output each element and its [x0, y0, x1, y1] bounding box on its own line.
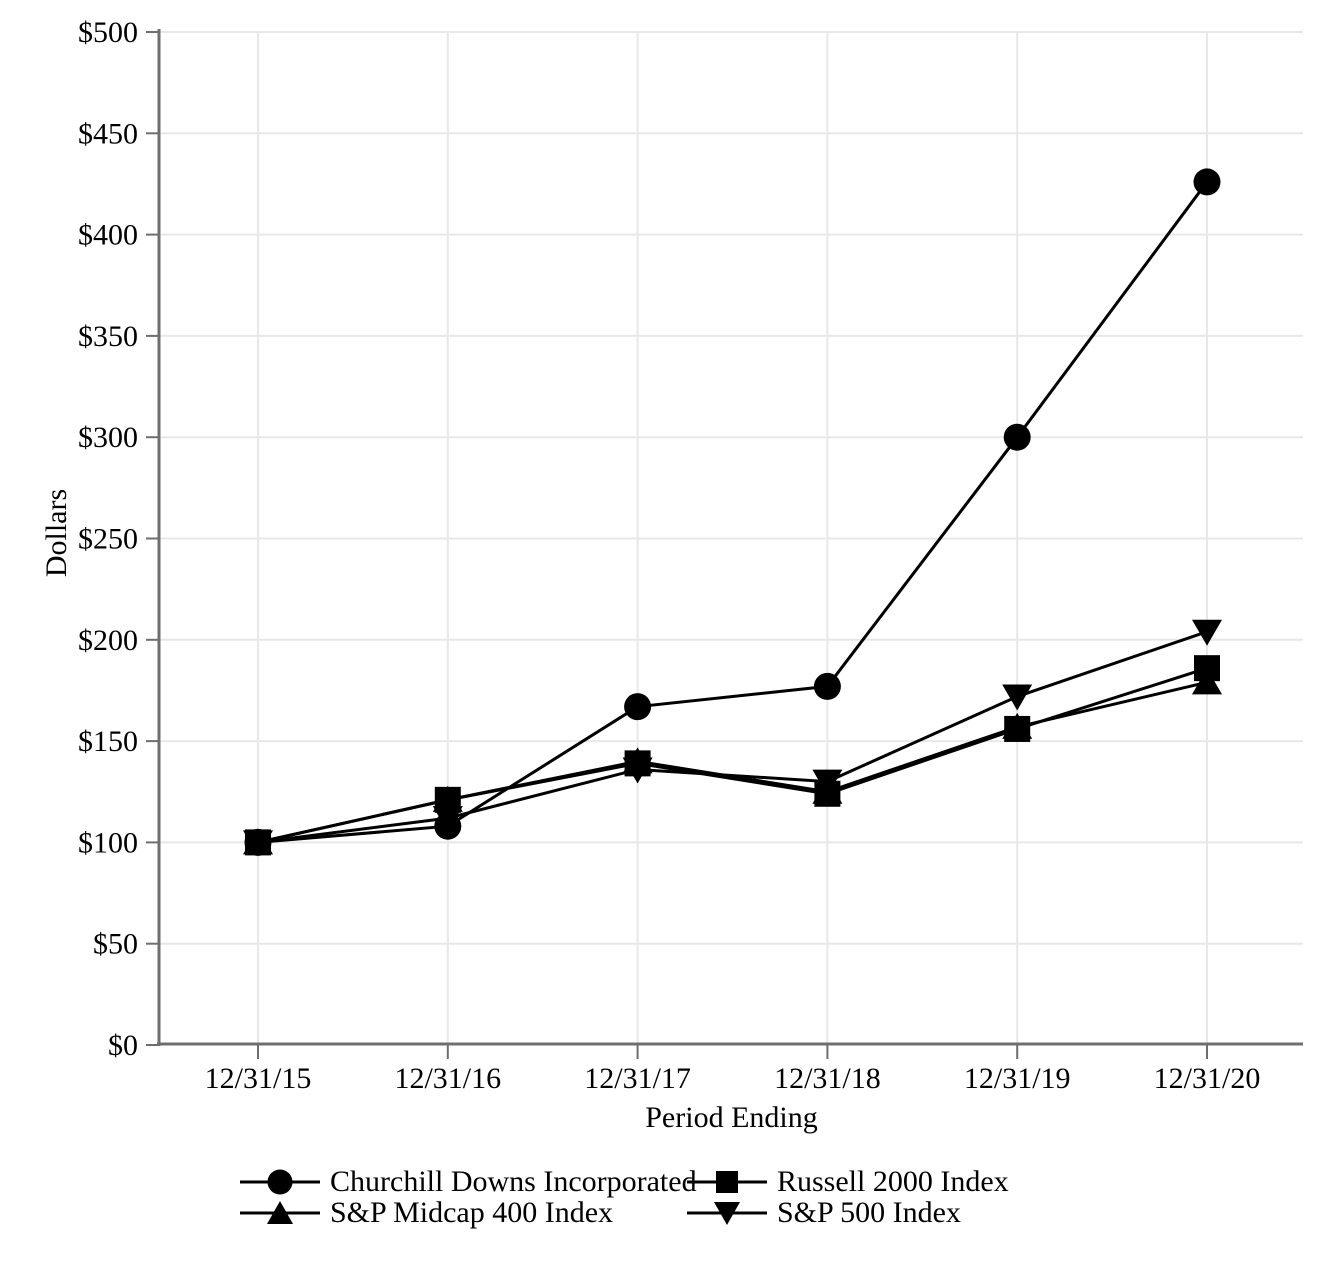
triangle-down-marker-icon [687, 1201, 767, 1225]
circle-marker-icon [240, 1169, 320, 1194]
x-axis-title: Period Ending [645, 1101, 818, 1134]
legend-label: S&P Midcap 400 Index [330, 1195, 614, 1229]
x-tick-label: 12/31/16 [394, 1062, 501, 1095]
series-marker-triangle-down [1192, 619, 1222, 646]
series-line [257, 630, 1208, 844]
y-tick-label: $100 [78, 826, 138, 859]
series-marker-circle [434, 812, 462, 840]
legend-label: Churchill Downs Incorporated [330, 1164, 697, 1198]
series-marker-triangle-down [1002, 684, 1033, 711]
chart-plot-area: $0 $50 $100 $150 $200 $250 $300 $350 $400 $450 $50… [78, 16, 1303, 1095]
y-tick-label: $150 [78, 725, 138, 758]
series-marker-square [624, 750, 651, 777]
y-tick-label: $500 [78, 16, 138, 49]
y-tick-label: $300 [78, 421, 138, 454]
legend-label: S&P 500 Index [777, 1195, 961, 1229]
series-marker-circle [813, 672, 841, 700]
y-tick-label: $400 [78, 219, 138, 252]
series-marker-square [814, 780, 841, 807]
y-axis-title: Dollars [40, 488, 73, 578]
y-tick-label: $450 [78, 117, 138, 150]
y-tick-label: $50 [93, 928, 138, 961]
legend-label: Russell 2000 Index [777, 1164, 1009, 1198]
y-tick-label: $200 [78, 624, 138, 657]
x-tick-label: 12/31/15 [205, 1062, 312, 1095]
x-tick-label: 12/31/19 [964, 1062, 1071, 1095]
series-marker-circle [624, 693, 652, 721]
legend-item-sp-midcap-400: S&P Midcap 400 Index [240, 1197, 687, 1228]
series-line [257, 680, 1208, 844]
series-marker-circle [1193, 168, 1221, 196]
series-marker-triangle-up [1192, 668, 1222, 695]
chart-legend: Churchill Downs Incorporated Russell 200… [240, 1166, 1009, 1228]
y-tick-label: $250 [78, 523, 138, 556]
x-tick-label: 12/31/17 [584, 1062, 691, 1095]
series-marker-square [1004, 715, 1031, 742]
legend-item-russell-2000: Russell 2000 Index [687, 1166, 1009, 1197]
legend-item-sp-500: S&P 500 Index [687, 1197, 1009, 1228]
y-tick-label: $350 [78, 320, 138, 353]
square-marker-icon [687, 1170, 767, 1193]
legend-item-churchill-downs: Churchill Downs Incorporated [240, 1166, 697, 1197]
series-marker-square [245, 829, 271, 856]
series-marker-square [434, 786, 461, 813]
series-marker-square [1194, 655, 1220, 682]
series-line [257, 181, 1209, 844]
x-tick-label: 12/31/20 [1154, 1062, 1261, 1095]
y-tick-label: $0 [108, 1029, 138, 1062]
x-tick-label: 12/31/18 [774, 1062, 881, 1095]
triangle-up-marker-icon [240, 1200, 320, 1224]
series-marker-circle [1003, 423, 1031, 451]
series-line [257, 666, 1208, 844]
